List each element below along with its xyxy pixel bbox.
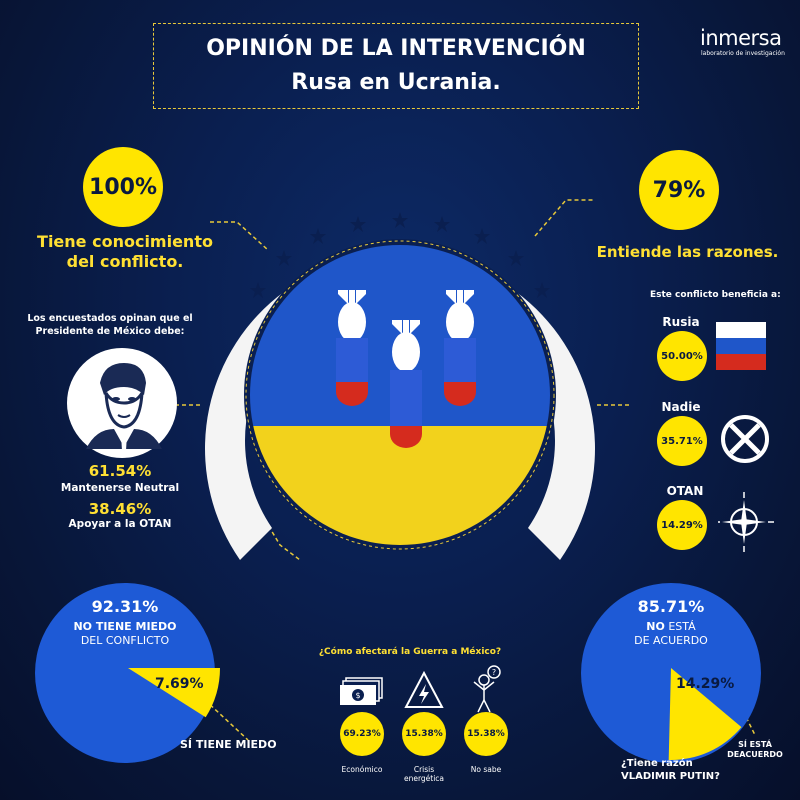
mexico-question: ¿Cómo afectará la Guerra a México? — [318, 647, 502, 657]
fear-pie-yes-slice — [128, 668, 220, 718]
money-icon: $ — [340, 677, 383, 705]
knowledge-value: 100% — [83, 147, 163, 227]
energy-warning-icon — [404, 670, 444, 708]
page-subtitle: Rusa en Ucrania. — [291, 70, 501, 95]
putin-yes-label-2: DEACUERDO — [727, 750, 783, 759]
fear-pie-no-slice — [35, 583, 215, 763]
mexico-energy-label-2: energética — [403, 774, 445, 783]
putin-pie-chart — [581, 583, 761, 763]
benefit-nadie-value: 35.71% — [657, 416, 707, 466]
benefit-otan-value: 14.29% — [657, 500, 707, 550]
mexico-economic-value: 69.23% — [340, 712, 384, 756]
president-intro-2: Presidente de México debe: — [35, 326, 185, 337]
president-portrait-icon — [67, 348, 177, 458]
president-option1-label: Mantenerse Neutral — [60, 482, 180, 494]
mexico-unknown-label: No sabe — [470, 765, 502, 774]
putin-yes-value: 14.29% — [676, 676, 735, 692]
fear-no-value: 92.31% — [91, 597, 159, 616]
putin-pie-yes-slice — [668, 668, 742, 760]
reasons-value: 79% — [639, 150, 719, 230]
benefit-nadie-label: Nadie — [661, 400, 701, 414]
putin-no-value: 85.71% — [637, 597, 705, 616]
svg-text:?: ? — [492, 668, 496, 677]
knowledge-label-1: Tiene conocimiento — [37, 232, 213, 251]
reasons-label: Entiende las razones. — [596, 243, 779, 261]
benefit-heading: Este conflicto beneficia a: — [650, 290, 781, 300]
president-option2-value: 38.46% — [88, 500, 152, 518]
fear-no-label-2: DEL CONFLICTO — [80, 634, 170, 647]
putin-no-label-rest: ESTÁ — [664, 620, 696, 633]
fear-yes-label: SÍ TIENE MIEDO — [180, 738, 277, 751]
putin-yes-label-1: SÍ ESTÁ — [738, 740, 772, 749]
arch-stars — [250, 212, 550, 298]
russia-flag-icon — [716, 322, 766, 370]
fear-pie-chart — [35, 583, 220, 763]
title-frame — [153, 23, 639, 109]
putin-no-label-bold: NO — [646, 620, 665, 633]
president-intro-1: Los encuestados opinan que el — [27, 313, 193, 324]
page-title: OPINIÓN DE LA INTERVENCIÓN — [206, 36, 586, 61]
knowledge-label-2: del conflicto. — [66, 252, 184, 271]
putin-question-2: VLADIMIR PUTIN? — [621, 771, 720, 782]
crossed-circle-icon — [721, 415, 769, 463]
fear-no-label-1: NO TIENE MIEDO — [73, 620, 177, 633]
bomb-icons — [336, 290, 476, 448]
president-option2-label: Apoyar a la OTAN — [68, 518, 172, 530]
confused-person-icon: ? — [473, 665, 501, 713]
brand-logo: inmersa — [700, 26, 782, 50]
putin-no-label-1: NO ESTÁ — [586, 620, 756, 633]
benefit-russia-value: 50.00% — [657, 331, 707, 381]
svg-text:$: $ — [355, 691, 360, 700]
benefit-russia-label: Rusia — [662, 315, 700, 329]
mexico-energy-value: 15.38% — [402, 712, 446, 756]
benefit-otan-label: OTAN — [666, 484, 704, 498]
mexico-unknown-value: 15.38% — [464, 712, 508, 756]
putin-question-1: ¿Tiene razón — [621, 758, 693, 769]
brand-tagline: laboratorio de investigación — [701, 50, 785, 57]
putin-no-label-2: DE ACUERDO — [634, 634, 708, 647]
fear-yes-value: 7.69% — [155, 676, 204, 692]
mexico-energy-label-1: Crisis — [413, 765, 435, 774]
arch-ring — [205, 253, 595, 561]
nato-compass-icon — [718, 492, 774, 552]
president-option1-value: 61.54% — [88, 462, 152, 480]
mexico-economic-label: Económico — [341, 765, 383, 774]
